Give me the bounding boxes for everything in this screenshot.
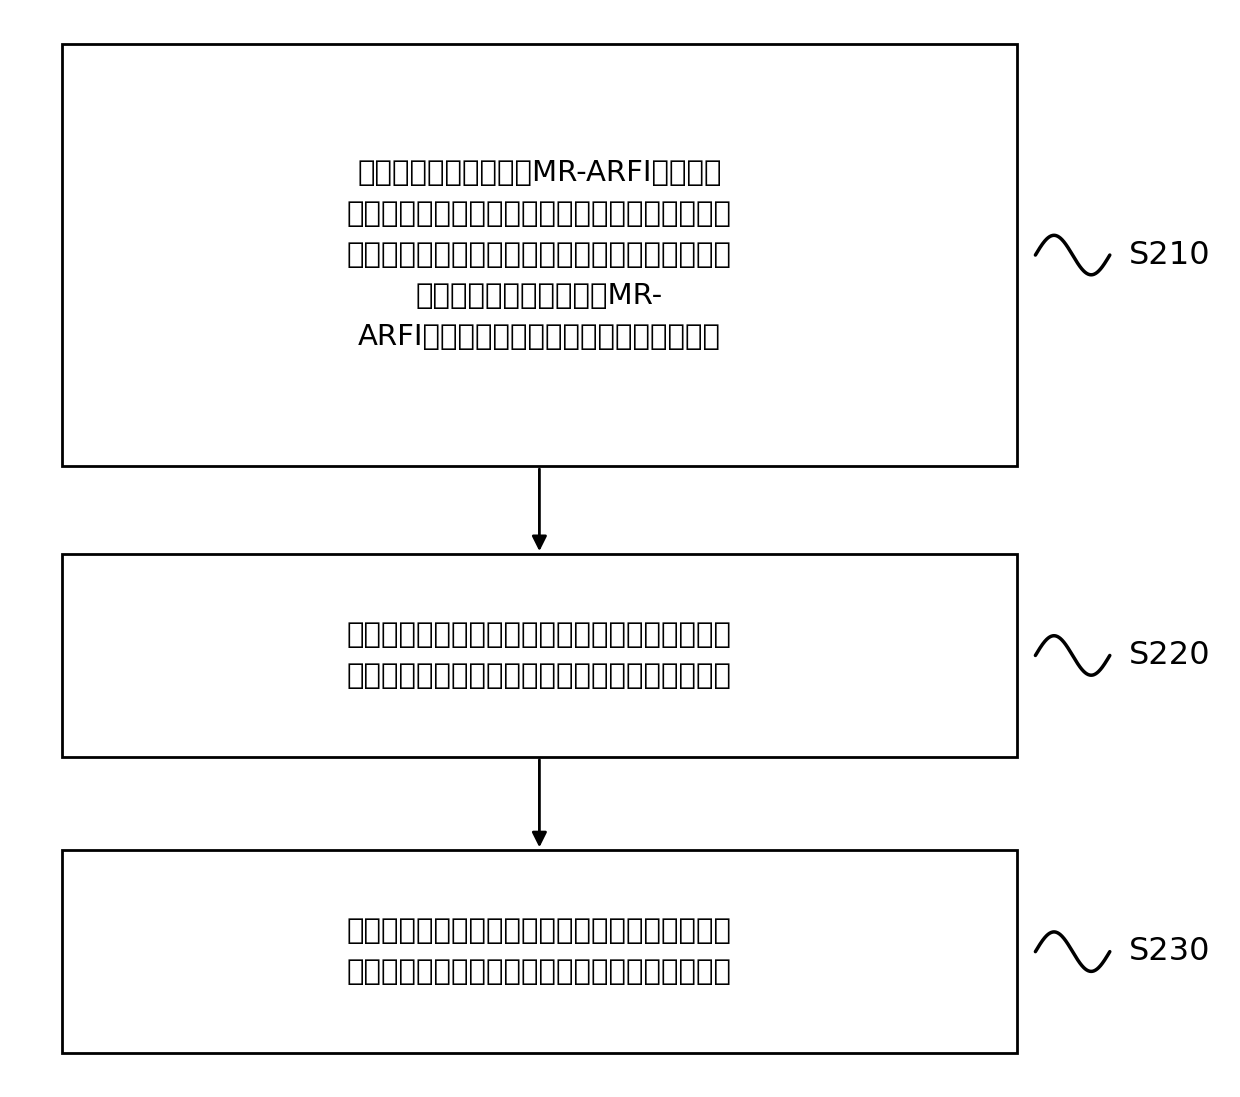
Text: S220: S220 (1128, 640, 1210, 671)
Text: S210: S210 (1128, 239, 1210, 271)
Bar (62, 44, 1017, 466)
Text: 获取各时刻的图像的累积相位，并根据预设的位移
转换函数将累积相位转换为当前时刻的组织的位移: 获取各时刻的图像的累积相位，并根据预设的位移 转换函数将累积相位转换为当前时刻的… (347, 621, 732, 690)
Text: S230: S230 (1128, 936, 1210, 968)
Bar (62, 850, 1017, 1053)
Text: 根据当前时刻的图像的幅値，以及，初始时刻的图
像的幅値和组织的温度监测当前时刻的组织的温度: 根据当前时刻的图像的幅値，以及，初始时刻的图 像的幅値和组织的温度监测当前时刻的… (347, 917, 732, 986)
Text: 当磁共振声辐射力成像MR-ARFI中的序列
满足回波时间与横向弛豫时间的比值小于预设第一
阈値，且重复时间与纵向弛豫时间的比值大于预设
第二阈値的条件时，基于M: 当磁共振声辐射力成像MR-ARFI中的序列 满足回波时间与横向弛豫时间的比值小于… (347, 159, 732, 351)
Bar (62, 554, 1017, 757)
